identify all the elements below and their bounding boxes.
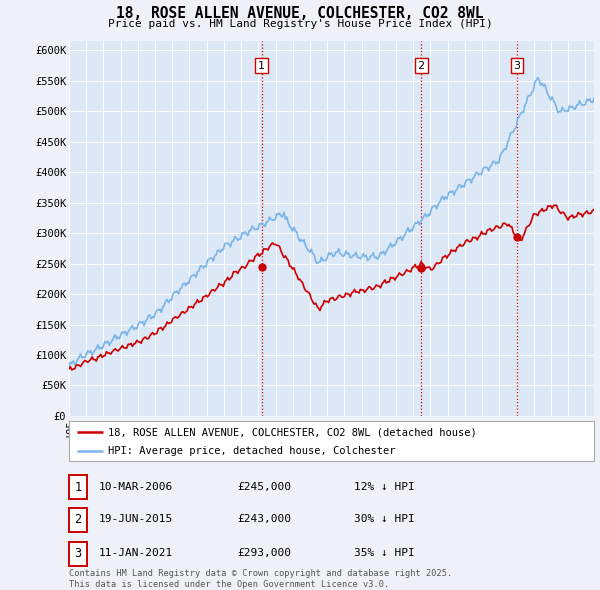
Text: 30% ↓ HPI: 30% ↓ HPI: [354, 514, 415, 524]
Text: Price paid vs. HM Land Registry's House Price Index (HPI): Price paid vs. HM Land Registry's House …: [107, 19, 493, 29]
Text: HPI: Average price, detached house, Colchester: HPI: Average price, detached house, Colc…: [109, 445, 396, 455]
Text: 18, ROSE ALLEN AVENUE, COLCHESTER, CO2 8WL (detached house): 18, ROSE ALLEN AVENUE, COLCHESTER, CO2 8…: [109, 427, 477, 437]
Text: 10-MAR-2006: 10-MAR-2006: [99, 482, 173, 491]
Text: 2: 2: [74, 513, 82, 526]
Text: 19-JUN-2015: 19-JUN-2015: [99, 514, 173, 524]
Text: 35% ↓ HPI: 35% ↓ HPI: [354, 548, 415, 558]
Text: 3: 3: [514, 61, 521, 71]
Text: 12% ↓ HPI: 12% ↓ HPI: [354, 482, 415, 491]
Text: 2: 2: [418, 61, 425, 71]
Text: 3: 3: [74, 547, 82, 560]
Text: 18, ROSE ALLEN AVENUE, COLCHESTER, CO2 8WL: 18, ROSE ALLEN AVENUE, COLCHESTER, CO2 8…: [116, 6, 484, 21]
Text: 1: 1: [74, 481, 82, 494]
Text: Contains HM Land Registry data © Crown copyright and database right 2025.
This d: Contains HM Land Registry data © Crown c…: [69, 569, 452, 589]
Text: £293,000: £293,000: [237, 548, 291, 558]
Text: 1: 1: [258, 61, 265, 71]
Text: 11-JAN-2021: 11-JAN-2021: [99, 548, 173, 558]
Text: £245,000: £245,000: [237, 482, 291, 491]
Text: £243,000: £243,000: [237, 514, 291, 524]
